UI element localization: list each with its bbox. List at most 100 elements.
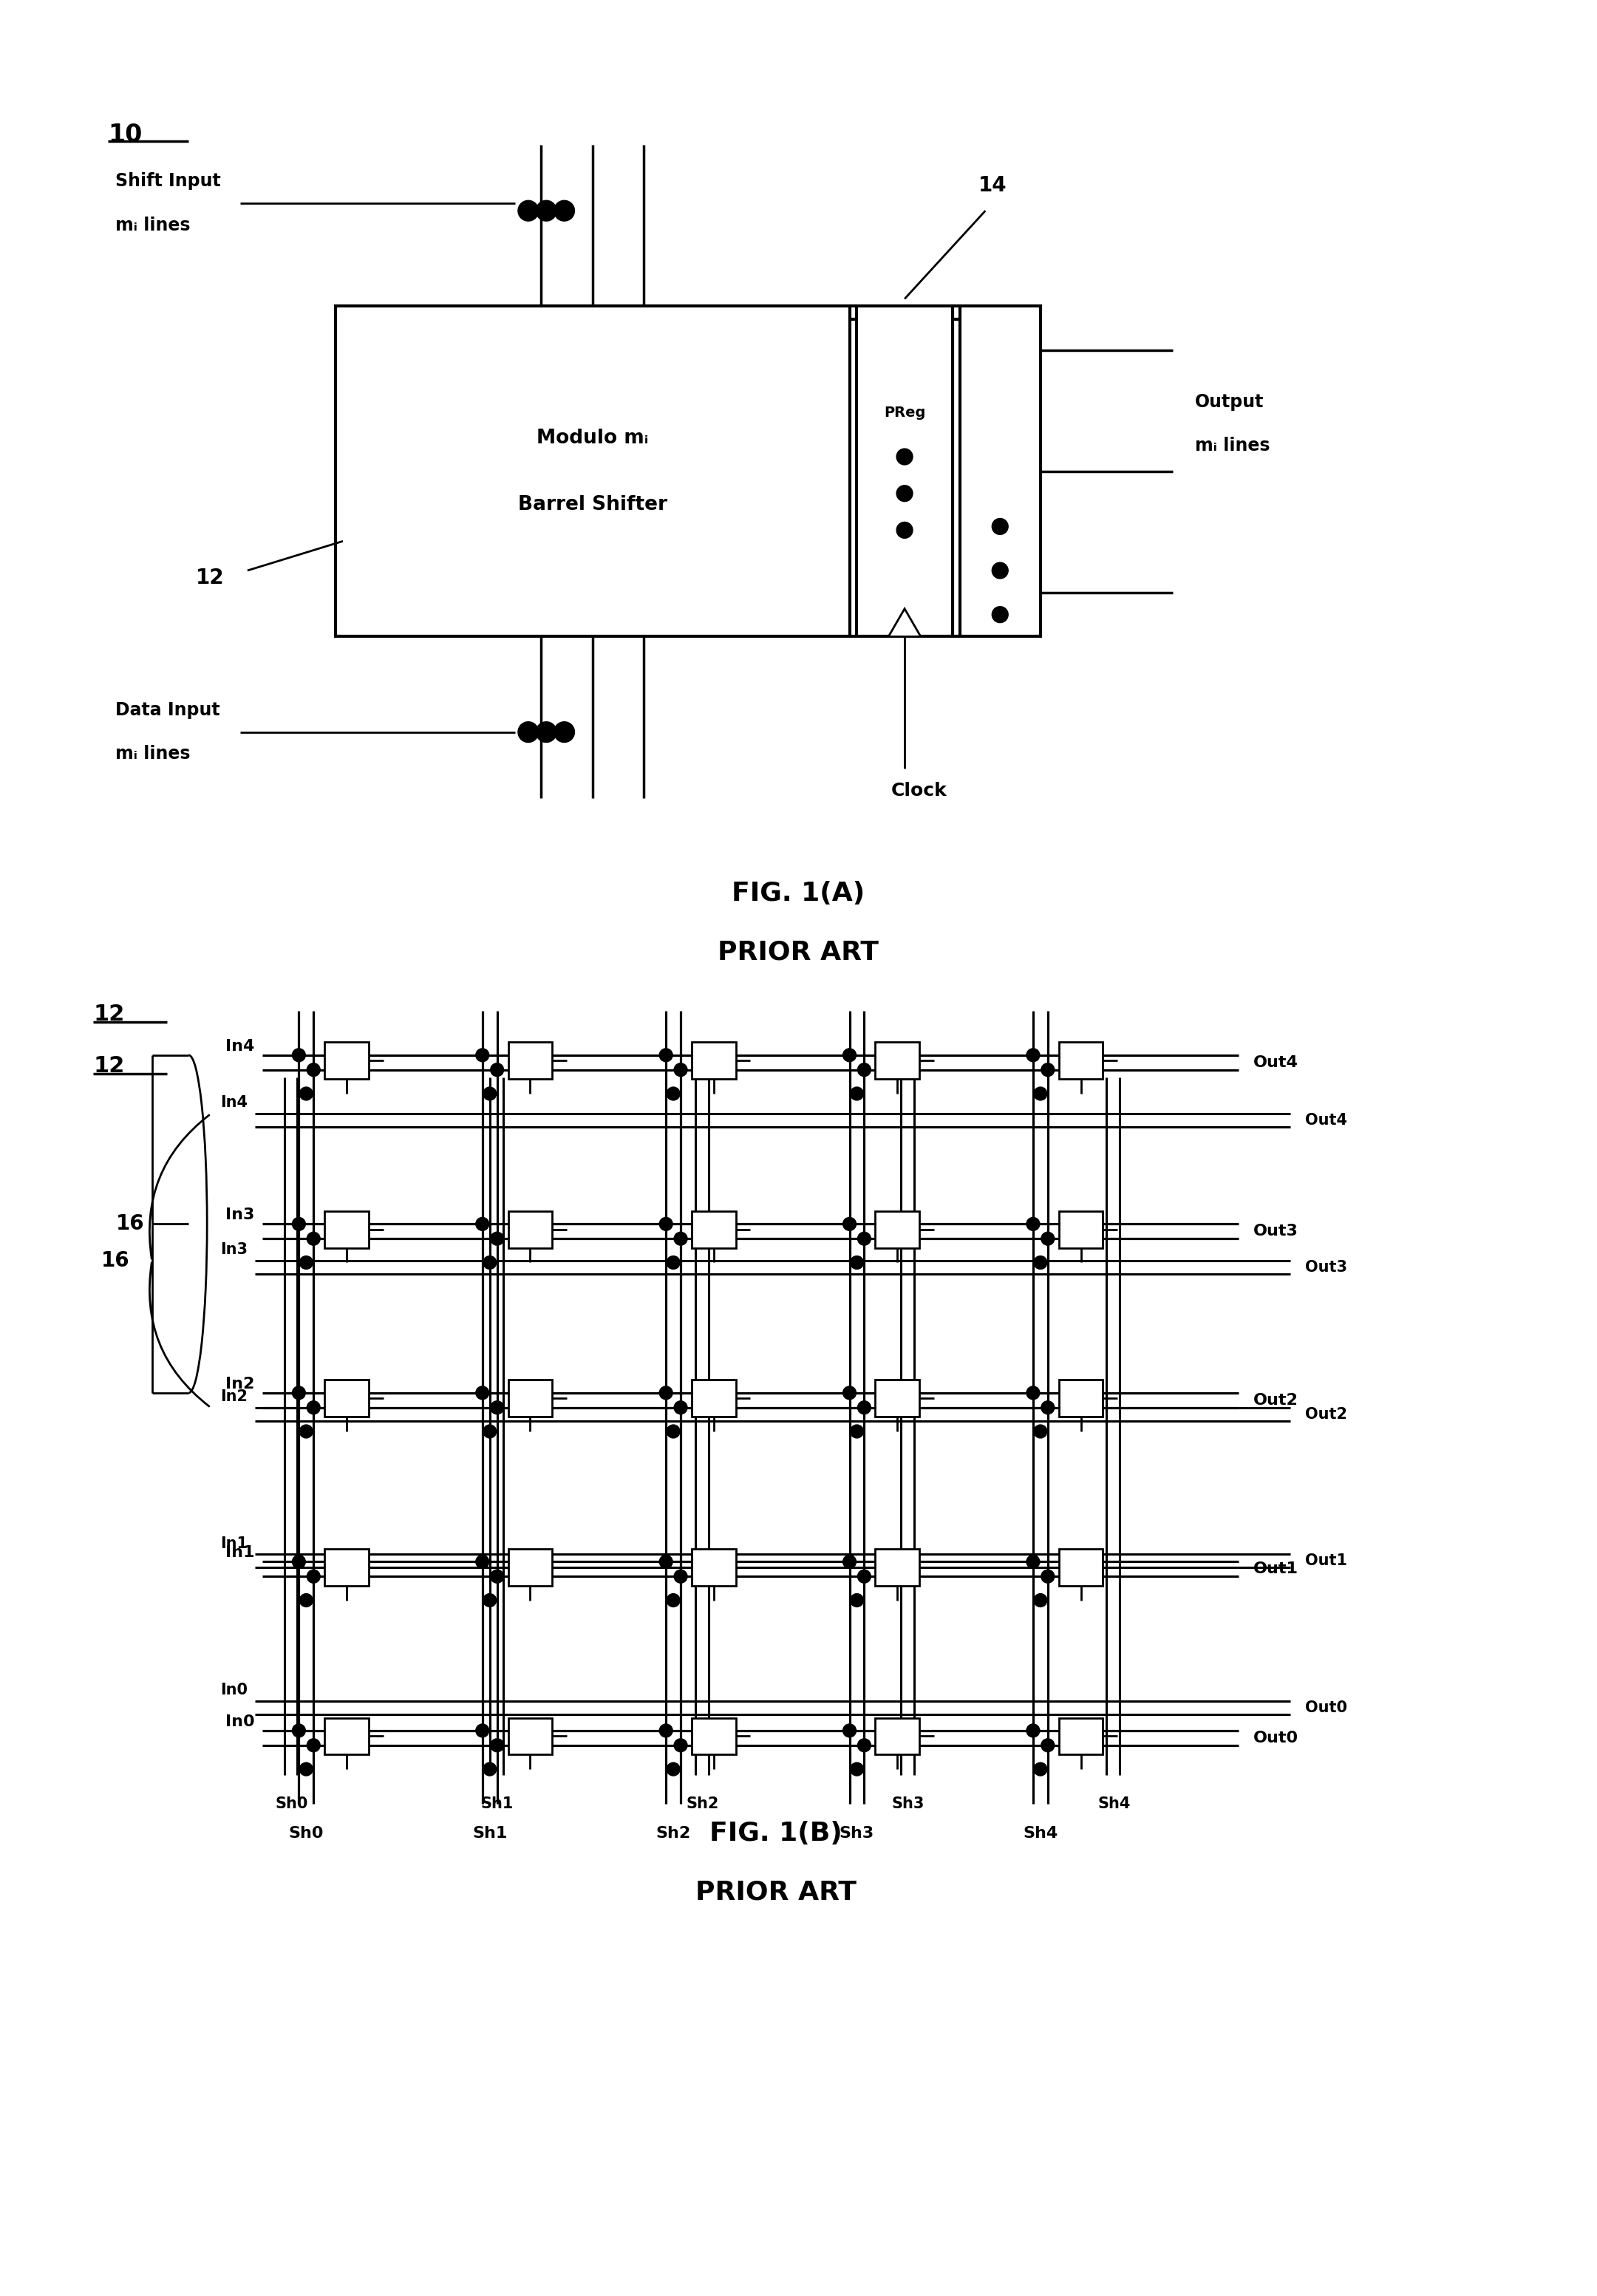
Circle shape	[484, 1256, 497, 1270]
Circle shape	[660, 1554, 672, 1568]
Text: Data Input: Data Input	[115, 700, 220, 719]
Circle shape	[660, 1217, 672, 1231]
Bar	[5, 1003, 1592, 1885]
Text: 14: 14	[979, 174, 1008, 195]
Text: PRIOR ART: PRIOR ART	[717, 939, 878, 964]
Circle shape	[660, 1049, 672, 1061]
Circle shape	[300, 1086, 313, 1100]
Circle shape	[517, 721, 538, 742]
Text: Sh0: Sh0	[289, 1825, 324, 1841]
Circle shape	[476, 1554, 489, 1568]
Circle shape	[1027, 1049, 1040, 1061]
Text: Out2: Out2	[1254, 1394, 1298, 1407]
Bar	[324, 1042, 369, 1079]
Bar	[508, 1717, 553, 1754]
Circle shape	[307, 1063, 319, 1077]
Bar	[692, 1550, 736, 1587]
Text: 12: 12	[196, 567, 225, 588]
Circle shape	[858, 1233, 870, 1244]
Circle shape	[1027, 1387, 1040, 1401]
Circle shape	[660, 1724, 672, 1738]
Circle shape	[537, 721, 557, 742]
Circle shape	[476, 1217, 489, 1231]
Text: 12: 12	[93, 1056, 125, 1077]
Text: Barrel Shifter: Barrel Shifter	[517, 496, 668, 514]
Circle shape	[666, 1763, 680, 1775]
Circle shape	[674, 1738, 687, 1752]
Text: mᵢ lines: mᵢ lines	[1195, 436, 1270, 455]
Circle shape	[292, 1387, 305, 1401]
Text: Clock: Clock	[891, 783, 947, 799]
Text: 10: 10	[109, 122, 142, 147]
Text: Sh1: Sh1	[481, 1798, 514, 1812]
Text: 12: 12	[93, 1003, 125, 1024]
Circle shape	[858, 1570, 870, 1582]
Bar	[692, 1380, 736, 1417]
Polygon shape	[888, 608, 921, 636]
Circle shape	[992, 519, 1008, 535]
Circle shape	[490, 1233, 503, 1244]
Text: In3: In3	[220, 1242, 248, 1258]
Text: 16: 16	[115, 1215, 144, 1235]
Circle shape	[1041, 1570, 1054, 1582]
Circle shape	[554, 721, 575, 742]
Text: Sh2: Sh2	[656, 1825, 692, 1841]
Circle shape	[858, 1063, 870, 1077]
Bar	[324, 1717, 369, 1754]
Text: Sh1: Sh1	[473, 1825, 508, 1841]
Text: Out3: Out3	[1254, 1224, 1298, 1240]
Circle shape	[850, 1256, 864, 1270]
Circle shape	[307, 1570, 319, 1582]
Bar	[324, 1550, 369, 1587]
Circle shape	[858, 1738, 870, 1752]
Circle shape	[484, 1426, 497, 1437]
Bar	[1059, 1212, 1104, 1247]
Bar	[508, 1380, 553, 1417]
Circle shape	[1033, 1426, 1048, 1437]
Circle shape	[490, 1063, 503, 1077]
Bar	[875, 1717, 920, 1754]
Text: Out0: Out0	[1254, 1731, 1298, 1745]
Text: In4: In4	[225, 1038, 256, 1054]
Circle shape	[517, 200, 538, 220]
Bar	[508, 1550, 553, 1587]
Circle shape	[554, 200, 575, 220]
Circle shape	[896, 484, 912, 501]
Text: Sh4: Sh4	[1097, 1798, 1131, 1812]
Circle shape	[674, 1401, 687, 1414]
Text: Out4: Out4	[1254, 1056, 1298, 1070]
Text: Out2: Out2	[1305, 1407, 1346, 1421]
Text: In3: In3	[225, 1208, 256, 1221]
Circle shape	[843, 1217, 856, 1231]
Circle shape	[992, 563, 1008, 579]
Text: 16: 16	[101, 1251, 129, 1272]
Text: In2: In2	[220, 1389, 248, 1403]
Circle shape	[1041, 1738, 1054, 1752]
Bar	[508, 1212, 553, 1247]
Circle shape	[896, 448, 912, 464]
Circle shape	[674, 1233, 687, 1244]
Circle shape	[1033, 1593, 1048, 1607]
Circle shape	[674, 1063, 687, 1077]
Text: Modulo mᵢ: Modulo mᵢ	[537, 429, 648, 448]
Bar	[692, 1212, 736, 1247]
Circle shape	[300, 1593, 313, 1607]
Circle shape	[660, 1387, 672, 1401]
Circle shape	[1033, 1086, 1048, 1100]
Circle shape	[843, 1724, 856, 1738]
Circle shape	[476, 1724, 489, 1738]
Bar	[1059, 1042, 1104, 1079]
Circle shape	[292, 1724, 305, 1738]
Circle shape	[484, 1593, 497, 1607]
Text: mᵢ lines: mᵢ lines	[115, 216, 190, 234]
Bar	[875, 1212, 920, 1247]
Bar	[508, 1042, 553, 1079]
Circle shape	[476, 1049, 489, 1061]
Circle shape	[843, 1554, 856, 1568]
Bar	[1059, 1550, 1104, 1587]
Circle shape	[850, 1593, 864, 1607]
Text: PReg: PReg	[883, 406, 925, 420]
Text: Out1: Out1	[1254, 1561, 1298, 1577]
Text: Sh0: Sh0	[275, 1798, 308, 1812]
Circle shape	[843, 1387, 856, 1401]
